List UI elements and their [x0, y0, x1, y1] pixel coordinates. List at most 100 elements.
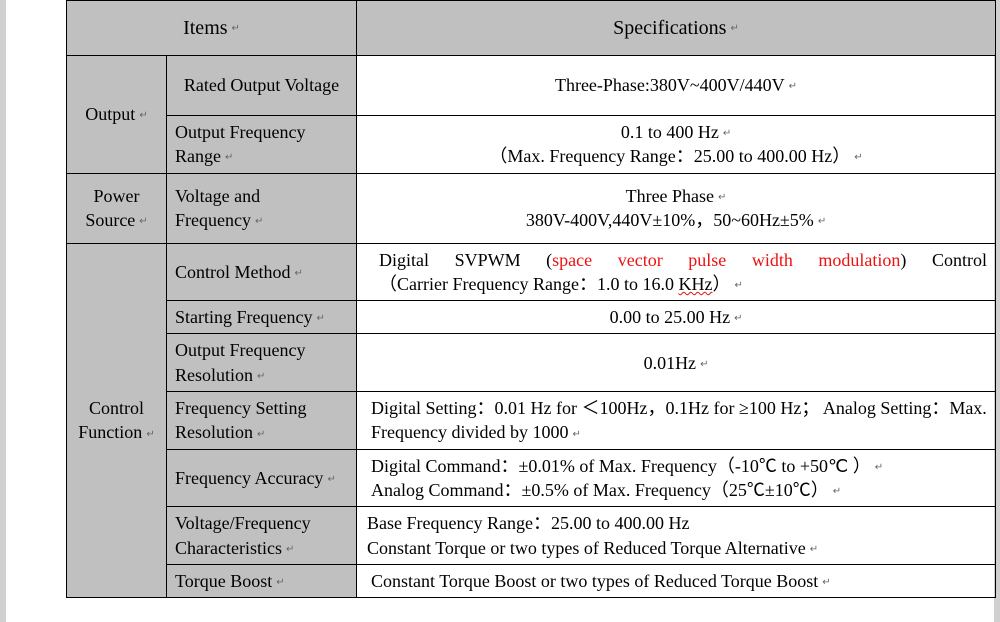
- mark-icon: ↵: [251, 216, 263, 227]
- cell-label: Rated Output Voltage: [167, 56, 357, 116]
- value-text: 0.01Hz: [644, 353, 697, 373]
- cell-label: Control Method↵: [167, 243, 357, 301]
- mark-icon: ↵: [806, 544, 818, 555]
- value-l2: （Max. Frequency Range：25.00 to 400.00 Hz…: [489, 146, 850, 166]
- group-control-label: Control Function: [78, 398, 144, 442]
- label-text: Starting Frequency: [175, 307, 312, 327]
- table-row: Power Source↵ Voltage and Frequency↵ Thr…: [67, 173, 996, 243]
- cell-value: Digital SVPWM (space vector pulse width …: [357, 243, 996, 301]
- label-text: Voltage and Frequency: [175, 186, 260, 230]
- label-text: Frequency Accuracy: [175, 468, 323, 488]
- group-control: Control Function↵: [67, 243, 167, 598]
- cell-value: 0.00 to 25.00 Hz↵: [357, 301, 996, 334]
- mark-icon: ↵: [221, 152, 233, 163]
- mark-icon: ↵: [135, 216, 147, 227]
- mark-icon: ↵: [730, 280, 742, 291]
- value-text: Digital Setting：0.01 Hz for ＜100Hz，0.1Hz…: [371, 398, 987, 442]
- table-row: Output Frequency Resolution↵ 0.01Hz↵: [67, 334, 996, 392]
- mark-icon: ↵: [871, 462, 883, 473]
- table-row: Output↵ Rated Output Voltage Three-Phase…: [67, 56, 996, 116]
- value-text: Three-Phase:380V~400V/440V: [555, 75, 785, 95]
- cell-label: Torque Boost↵: [167, 564, 357, 597]
- value-l1: Digital Command：±0.01% of Max. Frequency…: [371, 456, 871, 476]
- mark-icon: ↵: [135, 110, 147, 121]
- document-page: Items↵ Specifications↵ Output↵ Rated Out…: [0, 0, 1000, 622]
- label-text: Output Frequency Resolution: [175, 340, 305, 384]
- table-row: Torque Boost↵ Constant Torque Boost or t…: [67, 564, 996, 597]
- mark-icon: ↵: [312, 313, 324, 324]
- cm-l2a: （Carrier Frequency Range：1.0 to 16.0: [379, 274, 678, 294]
- mark-icon: ↵: [730, 313, 742, 324]
- label-text: Output Frequency Range: [175, 122, 305, 166]
- label-text: Rated Output Voltage: [184, 75, 339, 95]
- value-l1: Three Phase: [626, 186, 714, 206]
- table-row: Frequency Setting Resolution↵ Digital Se…: [67, 392, 996, 450]
- control-method-line2: （Carrier Frequency Range：1.0 to 16.0 KHz…: [365, 272, 987, 296]
- mark-icon: ↵: [719, 128, 731, 139]
- value-l2: Analog Command：±0.5% of Max. Frequency（2…: [371, 480, 829, 500]
- group-power-label: Power Source: [85, 186, 139, 230]
- cell-label: Output Frequency Range↵: [167, 116, 357, 174]
- mark-icon: ↵: [253, 371, 265, 382]
- group-power: Power Source↵: [67, 173, 167, 243]
- label-text: Control Method: [175, 262, 291, 282]
- value-l1: Base Frequency Range：25.00 to 400.00 Hz: [367, 513, 689, 533]
- mark-icon: ↵: [272, 577, 284, 588]
- value-text: 0.00 to 25.00 Hz: [610, 307, 731, 327]
- cell-label: Output Frequency Resolution↵: [167, 334, 357, 392]
- cell-value: Digital Command：±0.01% of Max. Frequency…: [357, 449, 996, 507]
- mark-icon: ↵: [714, 192, 726, 203]
- mark-icon: ↵: [726, 23, 738, 34]
- mark-icon: ↵: [829, 486, 841, 497]
- label-text: Torque Boost: [175, 571, 272, 591]
- cm-post: ) Control: [900, 250, 987, 270]
- table-header-row: Items↵ Specifications↵: [67, 1, 996, 56]
- spec-table: Items↵ Specifications↵ Output↵ Rated Out…: [66, 0, 996, 598]
- cm-red: space vector pulse width modulation: [552, 250, 900, 270]
- cell-value: Constant Torque Boost or two types of Re…: [357, 564, 996, 597]
- value-text: Constant Torque Boost or two types of Re…: [371, 571, 818, 591]
- value-l2: 380V-400V,440V±10%，50~60Hz±5%: [526, 210, 814, 230]
- mark-icon: ↵: [568, 429, 580, 440]
- mark-icon: ↵: [228, 23, 240, 34]
- table-row: Voltage/Frequency Characteristics↵ Base …: [67, 507, 996, 565]
- table-row: Frequency Accuracy↵ Digital Command：±0.0…: [67, 449, 996, 507]
- header-items-label: Items: [183, 17, 227, 39]
- group-output: Output↵: [67, 56, 167, 174]
- mark-icon: ↵: [818, 577, 830, 588]
- label-text: Frequency Setting Resolution: [175, 398, 306, 442]
- group-output-label: Output: [85, 104, 135, 124]
- mark-icon: ↵: [814, 216, 826, 227]
- mark-icon: ↵: [850, 152, 862, 163]
- cm-wavy: KHz: [678, 274, 712, 294]
- mark-icon: ↵: [253, 429, 265, 440]
- cell-value: Three Phase↵ 380V-400V,440V±10%，50~60Hz±…: [357, 173, 996, 243]
- cell-label: Voltage/Frequency Characteristics↵: [167, 507, 357, 565]
- cm-pre: Digital SVPWM (: [379, 250, 552, 270]
- mark-icon: ↵: [323, 474, 335, 485]
- cell-label: Starting Frequency↵: [167, 301, 357, 334]
- cell-value: 0.1 to 400 Hz↵ （Max. Frequency Range：25.…: [357, 116, 996, 174]
- header-specs: Specifications↵: [357, 1, 996, 56]
- control-method-line1: Digital SVPWM (space vector pulse width …: [365, 248, 987, 272]
- cell-value: Base Frequency Range：25.00 to 400.00 Hz …: [357, 507, 996, 565]
- cell-label: Voltage and Frequency↵: [167, 173, 357, 243]
- mark-icon: ↵: [785, 81, 797, 92]
- cell-label: Frequency Accuracy↵: [167, 449, 357, 507]
- mark-icon: ↵: [142, 429, 154, 440]
- mark-icon: ↵: [696, 359, 708, 370]
- header-specs-label: Specifications: [613, 17, 726, 39]
- table-row: Starting Frequency↵ 0.00 to 25.00 Hz↵: [67, 301, 996, 334]
- table-row: Control Function↵ Control Method↵ Digita…: [67, 243, 996, 301]
- table-row: Output Frequency Range↵ 0.1 to 400 Hz↵ （…: [67, 116, 996, 174]
- cell-value: Digital Setting：0.01 Hz for ＜100Hz，0.1Hz…: [357, 392, 996, 450]
- mark-icon: ↵: [291, 268, 303, 279]
- cell-value: 0.01Hz↵: [357, 334, 996, 392]
- mark-icon: ↵: [282, 544, 294, 555]
- cell-label: Frequency Setting Resolution↵: [167, 392, 357, 450]
- value-l2: Constant Torque or two types of Reduced …: [367, 538, 806, 558]
- header-items: Items↵: [67, 1, 357, 56]
- cell-value: Three-Phase:380V~400V/440V↵: [357, 56, 996, 116]
- value-l1: 0.1 to 400 Hz: [621, 122, 719, 142]
- cm-l2b: ）: [712, 274, 730, 294]
